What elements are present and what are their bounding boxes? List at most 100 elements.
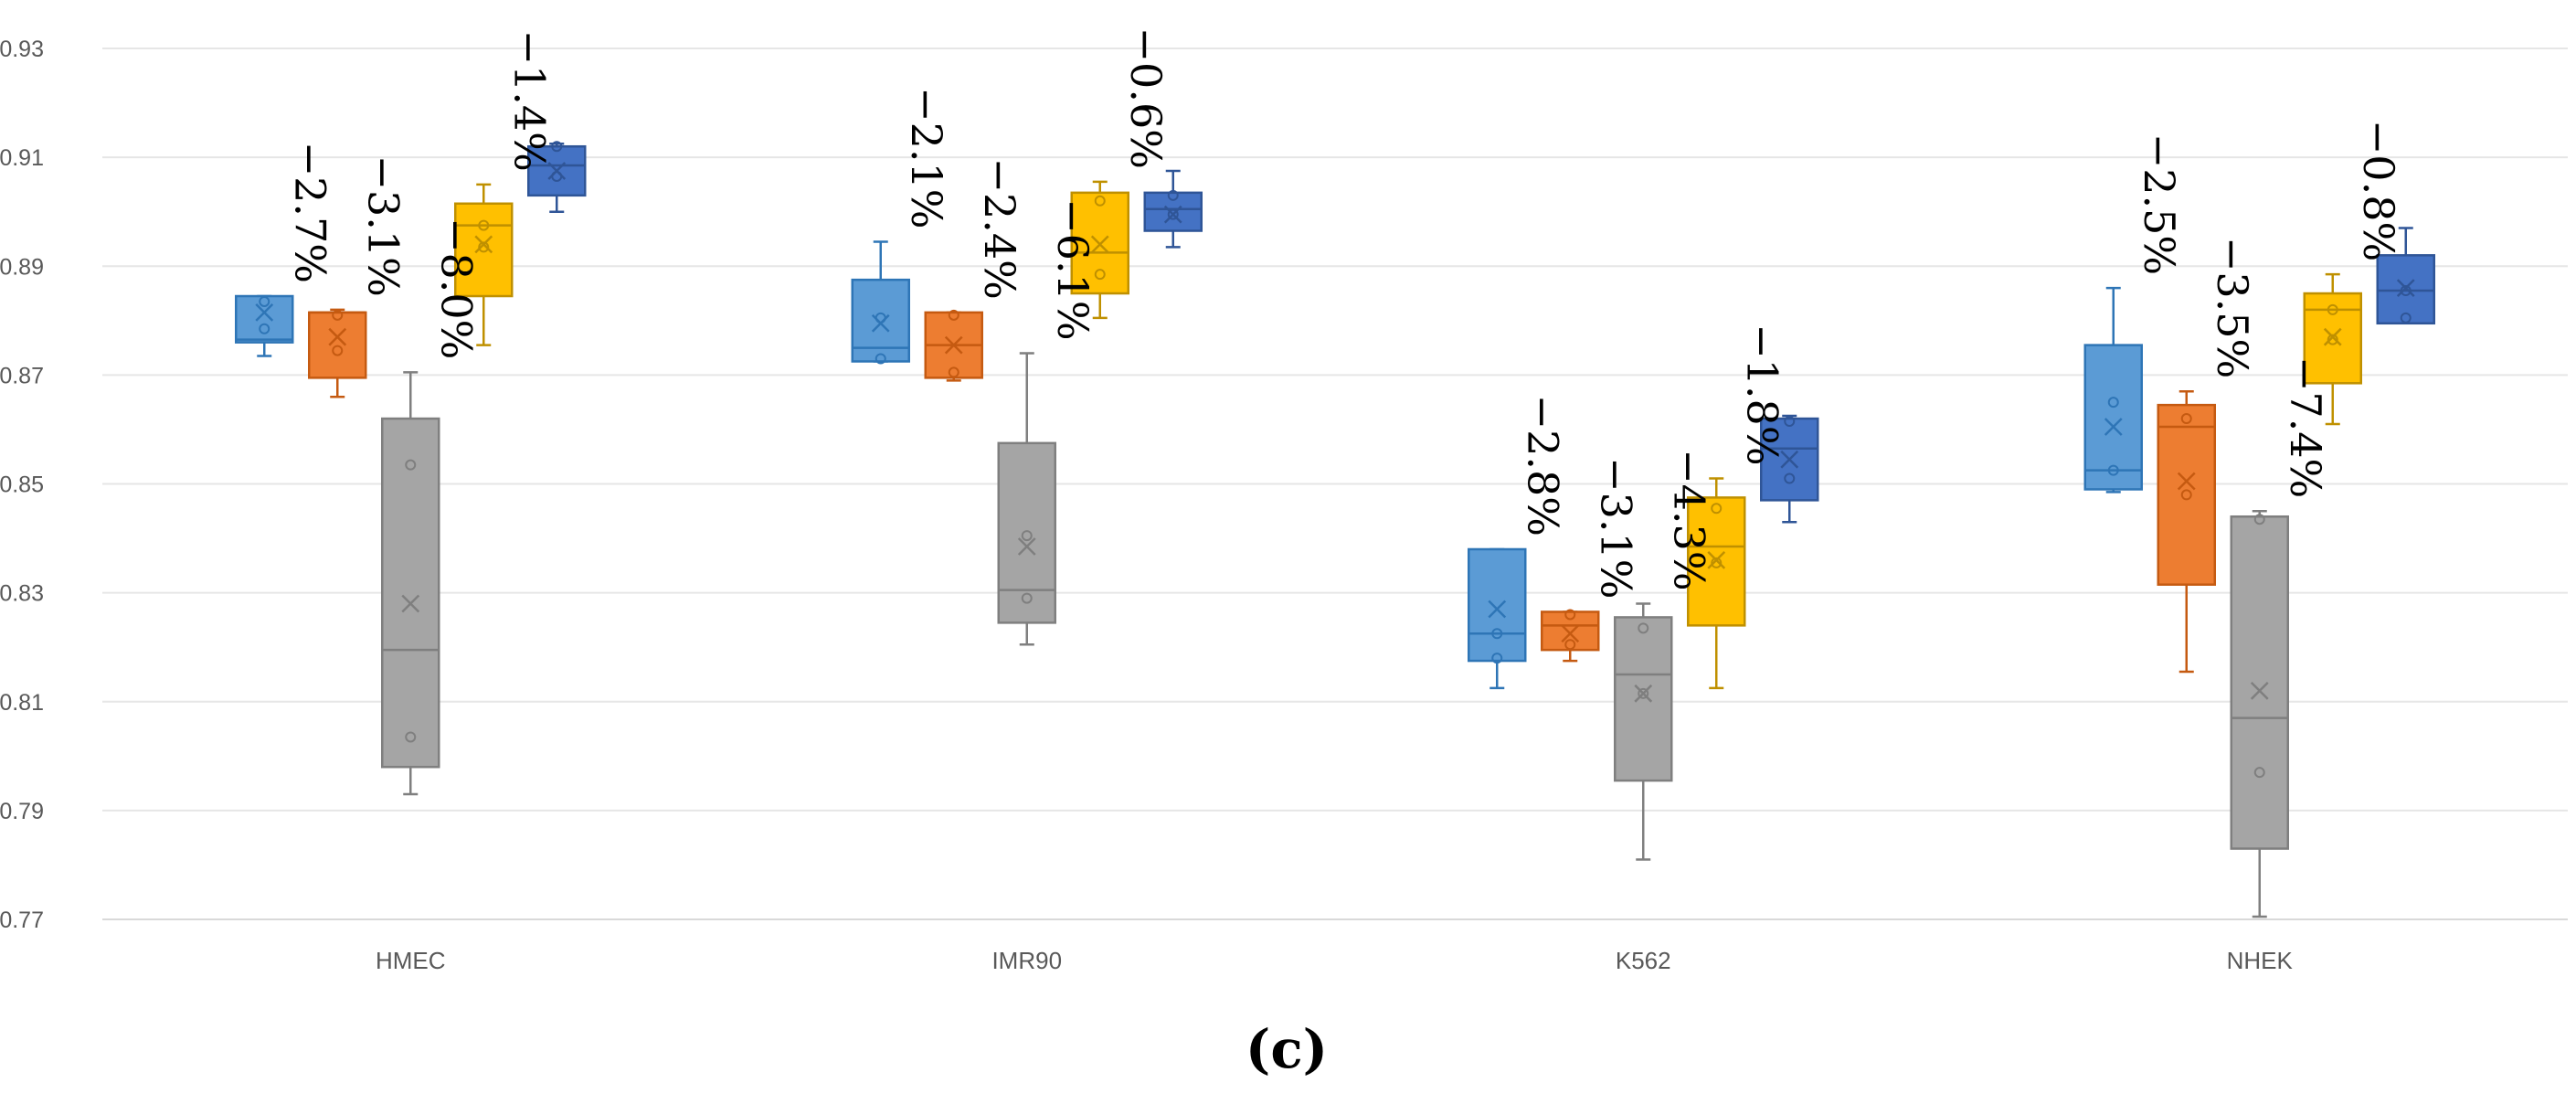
box-series4-K562: [1687, 477, 1746, 690]
data-point: [1638, 687, 1649, 699]
percent-annotation: −6.1%: [1048, 198, 1097, 340]
box-rect: [1541, 610, 1600, 652]
data-point: [332, 345, 344, 356]
data-point: [259, 295, 270, 307]
data-point: [2180, 413, 2192, 425]
box-rect: [2083, 344, 2143, 491]
mean-marker: [1780, 450, 1799, 469]
box-series3-HMEC: [381, 371, 440, 796]
data-point: [259, 323, 270, 334]
box-series5-NHEK: [2376, 227, 2435, 325]
data-point: [1491, 628, 1503, 640]
box-series: [235, 141, 2435, 918]
box-rect: [2230, 515, 2289, 850]
x-axis-ticks: HMEC IMR90 K562 NHEK: [376, 947, 2294, 974]
data-point: [2253, 514, 2265, 525]
x-tick-label: HMEC: [376, 947, 446, 974]
box-series5-K562: [1760, 414, 1819, 524]
percent-annotation: −7.4%: [2281, 356, 2330, 498]
y-tick-label: 0.83: [0, 581, 44, 607]
box-series3-NHEK: [2230, 510, 2289, 918]
y-tick-label: 0.89: [0, 254, 44, 280]
data-point: [1784, 472, 1796, 484]
annotations: −2.7% −3.1% −8.0% −1.4% −2.1% −2.4% −6.1% −0.6%…: [285, 27, 2403, 600]
data-point: [948, 309, 959, 321]
percent-annotation: −1.8%: [1737, 324, 1786, 465]
mean-marker: [401, 594, 420, 613]
data-point: [405, 459, 417, 471]
data-point: [2400, 312, 2412, 324]
data-point: [1784, 416, 1796, 428]
box-series3-K562: [1614, 602, 1673, 861]
data-point: [1167, 189, 1179, 201]
mean-marker: [1561, 624, 1580, 643]
data-point: [1094, 269, 1106, 281]
y-tick-label: 0.87: [0, 363, 44, 388]
mean-marker: [1090, 235, 1109, 254]
mean-marker: [1017, 537, 1036, 556]
data-point: [2107, 397, 2119, 409]
box-series1-NHEK: [2083, 286, 2143, 494]
data-point: [1638, 622, 1649, 634]
percent-annotation: −3.1%: [358, 154, 408, 296]
y-tick-label: 0.85: [0, 472, 44, 498]
percent-annotation: −2.4%: [975, 157, 1024, 299]
data-point: [2327, 303, 2338, 315]
box-rect: [2157, 403, 2216, 586]
mean-marker: [871, 313, 890, 333]
box-series5-IMR90: [1143, 169, 1203, 249]
box-rect: [381, 417, 440, 769]
percent-annotation: −0.8%: [2354, 120, 2403, 261]
mean-marker: [944, 335, 963, 355]
box-series2-K562: [1541, 609, 1600, 663]
data-point: [1564, 639, 1576, 651]
data-point: [478, 241, 490, 253]
data-point: [948, 366, 959, 378]
box-rect: [997, 441, 1056, 624]
data-point: [1021, 592, 1033, 604]
data-point: [2180, 489, 2192, 501]
mean-marker: [1488, 600, 1507, 619]
box-series5-HMEC: [527, 141, 587, 213]
mean-marker: [1163, 205, 1182, 224]
mean-marker: [2177, 472, 2196, 491]
mean-marker: [2323, 327, 2342, 346]
percent-annotation: −0.6%: [1121, 27, 1171, 169]
box-series4-NHEK: [2303, 272, 2362, 426]
mean-marker: [547, 162, 567, 180]
mean-marker: [328, 327, 347, 346]
y-tick-label: 0.79: [0, 799, 44, 824]
box-series2-IMR90: [924, 309, 983, 382]
box-series1-K562: [1468, 547, 1527, 690]
percent-annotation: −2.5%: [2135, 133, 2184, 275]
data-point: [2253, 767, 2265, 779]
mean-marker: [2396, 279, 2415, 297]
x-tick-label: IMR90: [991, 947, 1062, 974]
data-point: [405, 731, 417, 743]
data-point: [1711, 503, 1723, 515]
box-series1-IMR90: [851, 240, 910, 365]
box-rect: [851, 278, 910, 363]
data-point: [332, 309, 344, 321]
percent-annotation: −2.8%: [1518, 395, 1567, 536]
box-series3-IMR90: [997, 352, 1056, 646]
percent-annotation: −2.1%: [902, 87, 951, 228]
y-axis-ticks: 0.77 0.79 0.81 0.83 0.85 0.87 0.89 0.91 0.93: [0, 37, 44, 933]
data-point: [1711, 557, 1723, 568]
box-rect: [454, 202, 514, 298]
percent-annotation: −1.4%: [504, 29, 554, 171]
data-point: [2400, 285, 2412, 297]
box-series2-HMEC: [308, 308, 367, 398]
percent-annotation: −8.0%: [431, 218, 481, 359]
mean-marker: [474, 235, 493, 254]
mean-marker: [1634, 684, 1653, 703]
data-point: [1094, 195, 1106, 207]
box-series1-HMEC: [235, 294, 294, 357]
x-tick-label: K562: [1616, 947, 1671, 974]
box-series2-NHEK: [2157, 389, 2216, 674]
box-rect: [1143, 191, 1203, 232]
data-point: [875, 353, 886, 365]
data-point: [1167, 208, 1179, 220]
box-rect: [235, 294, 294, 344]
percent-annotation: −3.1%: [1591, 457, 1640, 599]
